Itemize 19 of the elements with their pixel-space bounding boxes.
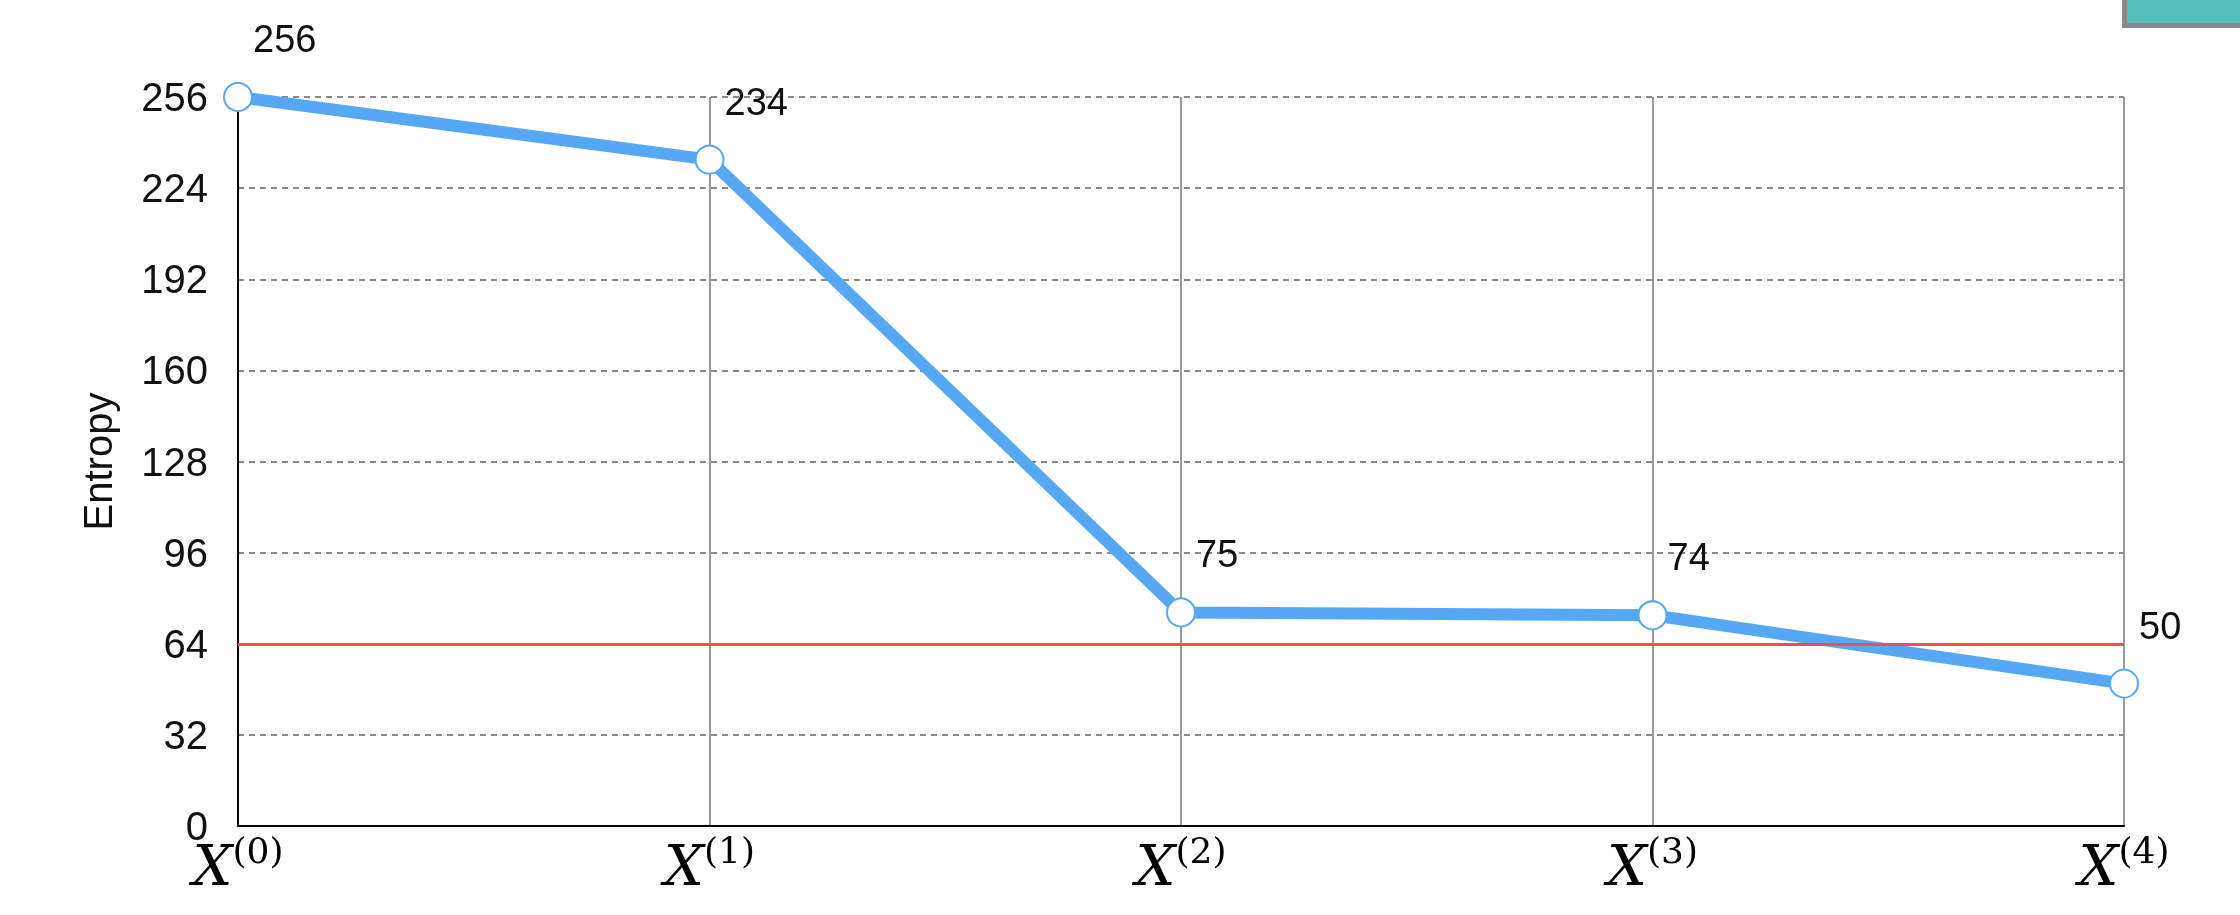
y-tick-label: 32 (163, 712, 208, 757)
y-tick-label: 128 (141, 439, 208, 484)
point (1166, 597, 1196, 628)
point (1637, 600, 1668, 631)
y-tick-label: 224 (141, 166, 208, 211)
y-tick-label: 256 (141, 75, 208, 119)
data-label: 75 (1196, 533, 1239, 576)
y-tick-label: 64 (163, 621, 208, 666)
data-label: 50 (2139, 604, 2182, 647)
point (223, 82, 253, 112)
data-label: 256 (253, 18, 317, 60)
y-axis-title: Entropy (76, 392, 120, 531)
y-tick-label: 192 (141, 257, 208, 302)
y-tick-label: 96 (163, 530, 208, 575)
data-label: 234 (724, 80, 788, 123)
point (694, 144, 725, 175)
y-tick-label: 160 (141, 348, 208, 393)
point (2109, 668, 2139, 699)
data-label: 74 (1667, 536, 1710, 579)
